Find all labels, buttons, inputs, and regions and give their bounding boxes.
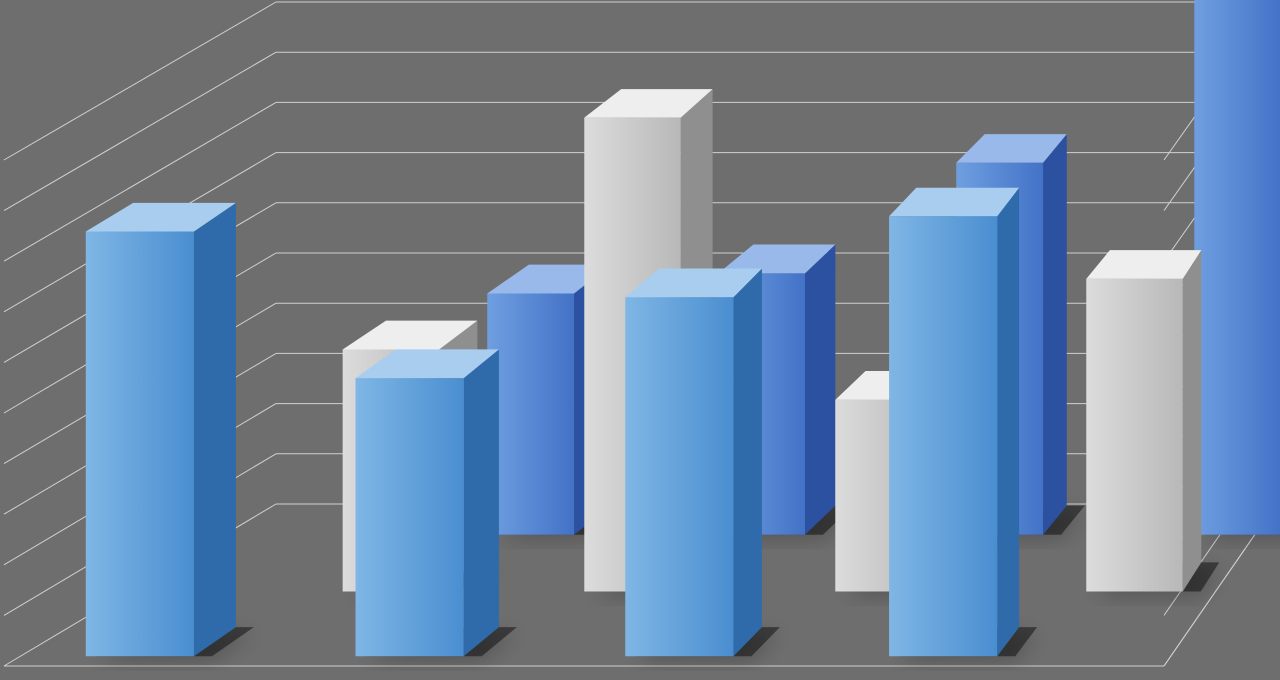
bar-side [194, 203, 236, 656]
bar-chart-svg [0, 0, 1280, 680]
bar-side [733, 269, 761, 657]
bar-10 [1086, 250, 1219, 591]
bar-front [356, 378, 464, 656]
bar-9 [889, 188, 1037, 657]
bar-chart-3d [0, 0, 1280, 680]
bar-front [86, 231, 194, 656]
bar-side [464, 349, 499, 656]
bar-side [805, 245, 835, 535]
bar-side [1043, 134, 1067, 535]
bar-front [1194, 0, 1280, 535]
bar-0 [86, 203, 254, 656]
bar-front [889, 216, 997, 656]
bar-front [1086, 279, 1182, 592]
bar-6 [625, 269, 780, 657]
bar-side [1183, 250, 1202, 591]
bar-3 [356, 349, 517, 656]
bar-11 [1194, 0, 1280, 535]
bar-side [997, 188, 1019, 657]
bar-front [625, 297, 733, 656]
bar-front [487, 293, 574, 534]
